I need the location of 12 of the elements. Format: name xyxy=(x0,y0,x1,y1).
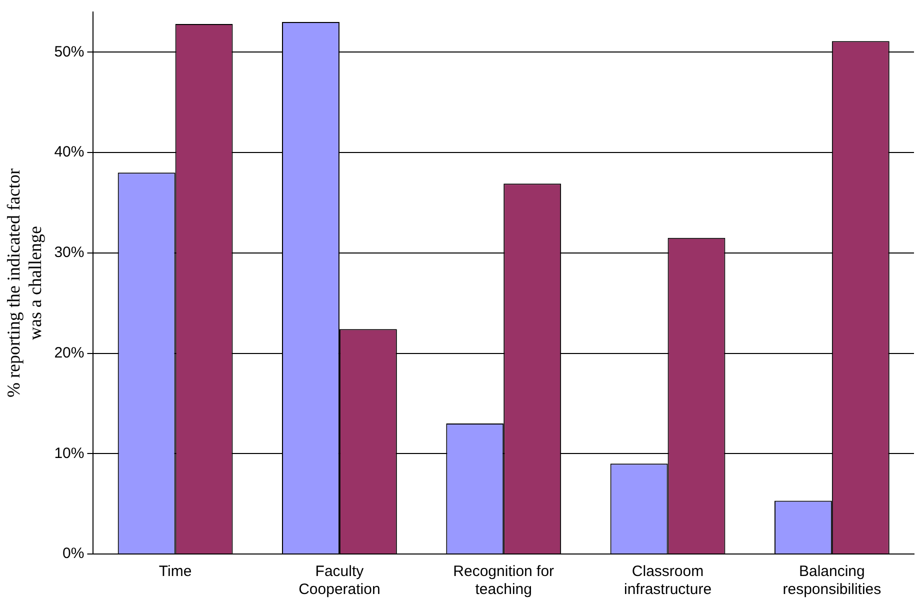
x-tick-label: Faculty Cooperation xyxy=(298,563,380,598)
y-tick-label: 0% xyxy=(62,545,84,562)
x-tick-label: Classroom infrastructure xyxy=(624,563,712,598)
x-tick-label: Recognition for teaching xyxy=(453,563,554,598)
x-tick-label: Balancing responsibilities xyxy=(782,563,882,598)
x-tick-label: Time xyxy=(158,563,192,580)
y-axis-title: % reporting the indicated factor was a challenge xyxy=(4,168,46,398)
y-tick-label: 20% xyxy=(54,344,84,362)
y-tick-label: 50% xyxy=(54,43,84,60)
y-tick-label: 40% xyxy=(54,144,84,161)
y-tick-label: 10% xyxy=(54,444,84,462)
y-tick-label: 30% xyxy=(54,244,84,262)
